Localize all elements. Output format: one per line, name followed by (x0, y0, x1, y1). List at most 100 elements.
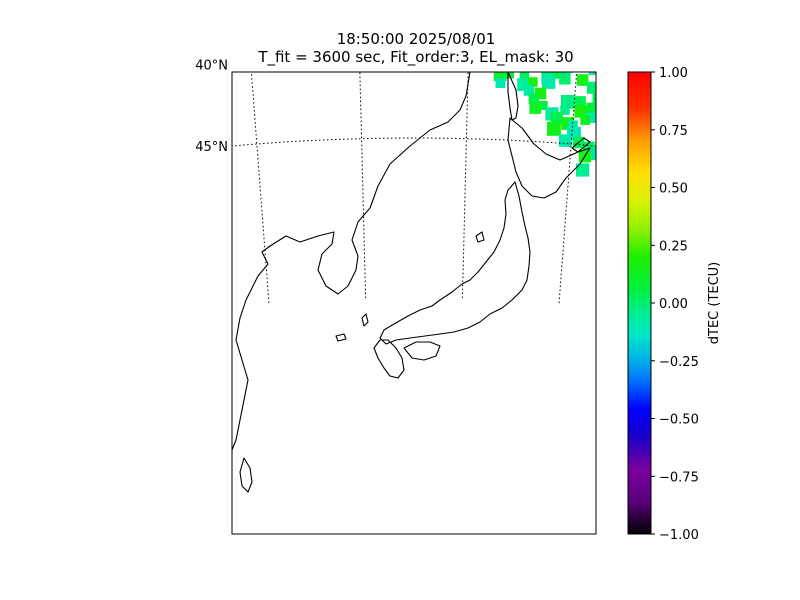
dtec-patch (539, 17, 551, 29)
dtec-patch (605, 111, 618, 124)
dtec-patch (609, 66, 619, 76)
dtec-patch (563, 33, 574, 44)
dtec-patch (420, 4, 429, 13)
dtec-patch (607, 104, 619, 116)
dtec-patch (480, 20, 494, 34)
dtec-patch (505, 14, 515, 24)
coastlines (232, 72, 591, 493)
dtec-patch (597, 63, 611, 77)
dtec-notable-point (597, 141, 608, 152)
dtec-patch (560, 95, 575, 109)
dtec-patch (561, 72, 573, 73)
dtec-patch (615, 11, 624, 20)
dtec-patch (610, 83, 623, 96)
dtec-patch (542, 75, 556, 89)
dtec-patch (551, 16, 563, 28)
dtec-patch (516, 15, 527, 26)
graticule (20, 0, 800, 315)
dtec-patch (592, 92, 596, 106)
coastline-tsushima (361, 313, 369, 327)
colorbar-tick-label: −0.75 (659, 470, 699, 485)
chart-title-line1: 18:50:00 2025/08/01 (336, 30, 496, 48)
dtec-patch (494, 37, 507, 50)
dtec-patch (436, 29, 448, 41)
dtec-patch (400, 4, 409, 13)
colorbar-tick-label: 0.00 (659, 297, 688, 312)
dtec-patch (614, 56, 626, 68)
coastline-hokkaido (507, 117, 591, 199)
coastline-honshu (379, 181, 531, 345)
dtec-patch (523, 0, 534, 9)
colorbar: 1.00 0.75 0.50 0.25 0.00 −0.25 −0.50 −0.75 −1.00… (627, 66, 722, 543)
dtec-patch (466, 29, 479, 42)
colorbar-tick-label: 1.00 (659, 66, 688, 81)
dtec-patch (522, 7, 532, 17)
dtec-patch (574, 105, 587, 118)
dtec-patch (576, 163, 590, 177)
dtec-patch (485, 0, 499, 11)
dtec-patch (488, 52, 500, 64)
dtec-patch (589, 36, 602, 49)
colorbar-tick-label: −0.50 (659, 413, 699, 428)
coastline-sakhalin (507, 72, 519, 121)
dtec-patch (604, 0, 616, 7)
dtec-patch (512, 72, 526, 73)
dtec-patch (594, 9, 607, 22)
dtec-patch (576, 74, 589, 86)
dtec-patch (460, 5, 471, 16)
dtec-patch (597, 6, 606, 15)
dtec-patch (607, 156, 618, 167)
dtec-patch (601, 125, 615, 139)
parallel-line (20, 0, 800, 11)
dtec-patch (466, 10, 479, 23)
coastline-taiwan (239, 457, 253, 493)
dtec-patch (547, 121, 561, 136)
dtec-patch (408, 0, 420, 8)
dtec-patch (622, 7, 632, 17)
coastline-mainland (232, 72, 471, 451)
colorbar-ticks: 1.00 0.75 0.50 0.25 0.00 −0.25 −0.50 −0.75 −1.00 (651, 66, 699, 543)
colorbar-label: dTEC (TECU) (707, 262, 722, 345)
dtec-patch (444, 16, 453, 25)
dtec-patch (538, 46, 549, 57)
meridian-line (461, 72, 469, 301)
dtec-patch (497, 31, 508, 42)
lat-tick-label: 40°N (195, 59, 228, 74)
dtec-patch (541, 1, 554, 14)
dtec-patch (528, 93, 539, 104)
meridian-line (91, 0, 173, 315)
dtec-patch (460, 12, 473, 25)
dtec-patch (545, 55, 555, 65)
dtec-patch (495, 78, 506, 88)
colorbar-tick-label: 0.25 (659, 239, 688, 254)
dtec-patch (532, 24, 543, 35)
coastline-shikoku (403, 341, 441, 361)
colorbar-tick-label: −0.25 (659, 355, 699, 370)
dtec-patch (528, 77, 538, 87)
dtec-patch (568, 120, 578, 131)
dtec-patch (604, 134, 617, 147)
dtec-patch (517, 53, 529, 65)
dtec-patch (599, 60, 609, 70)
dtec-patch (559, 73, 571, 85)
colorbar-tick-label: −1.00 (659, 528, 699, 543)
dtec-patch (584, 0, 593, 9)
axis-tick-labels: 25°N30°N35°N40°N45°N (195, 59, 228, 155)
dtec-patch (595, 157, 596, 169)
dtec-patch (558, 134, 572, 147)
dtec-notable-point (574, 25, 585, 36)
dtec-patch (471, 20, 484, 33)
dtec-patch (574, 96, 586, 108)
dtec-patch (515, 42, 529, 56)
colorbar-gradient (627, 71, 652, 535)
dtec-patch (429, 15, 439, 25)
dtec-patch (472, 49, 481, 58)
dtec-patch (596, 29, 605, 38)
dtec-patch (587, 146, 596, 161)
dtec-patch (556, 32, 569, 45)
dtec-patch (476, 58, 488, 70)
dtec-patch (605, 165, 617, 177)
dtec-patch (553, 0, 562, 7)
dtec-patch (447, 22, 459, 34)
dtec-patch (617, 0, 626, 8)
